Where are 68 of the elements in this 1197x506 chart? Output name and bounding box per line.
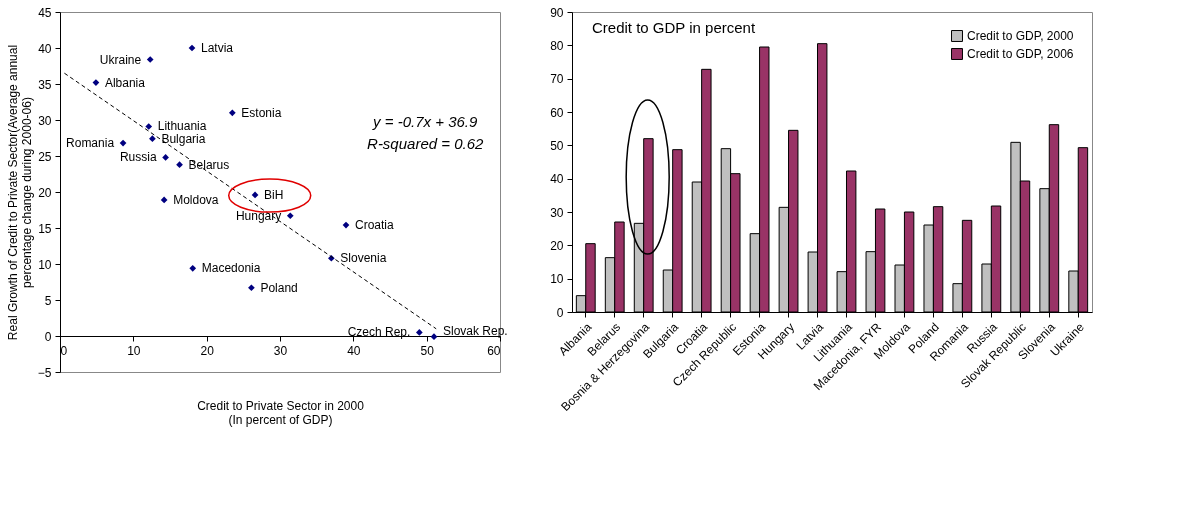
point	[188, 44, 196, 52]
point	[149, 135, 156, 143]
y-tick-label: 90	[550, 5, 564, 20]
point	[162, 154, 169, 161]
point	[119, 139, 127, 147]
y-tick-label: 5	[44, 293, 52, 308]
annotation: Ukraine	[99, 52, 142, 67]
x-tick-label: 20	[200, 343, 215, 358]
y-tick-label: 15	[38, 221, 52, 236]
annotation: Macedonia	[201, 261, 261, 276]
point	[251, 191, 259, 199]
annotation: BiH	[264, 187, 284, 202]
point	[248, 284, 255, 292]
x-tick-label: 30	[273, 343, 288, 358]
annotation: Albania	[104, 75, 146, 90]
legend-label: Credit to GDP, 2000	[967, 29, 1074, 43]
annotation: Czech Rep.	[347, 325, 411, 340]
annotation: Estonia	[241, 105, 282, 120]
y-tick-label: 70	[550, 72, 564, 87]
y-tick-label: 80	[550, 38, 564, 53]
annotation: Slovak Rep.	[443, 323, 508, 338]
annotation: Moldova	[173, 192, 219, 207]
y-tick-label: 45	[38, 5, 52, 20]
point	[342, 221, 350, 229]
annotation: Romania	[66, 136, 115, 151]
point	[286, 212, 294, 220]
annotation: Hungary	[235, 208, 282, 223]
annotation: R-squared = 0.62	[367, 134, 485, 152]
y-tick-label: 0	[556, 305, 564, 320]
point	[189, 264, 197, 272]
annotation: Belarus	[188, 157, 230, 172]
annotation: Lithuania	[157, 119, 207, 134]
point	[228, 109, 236, 117]
legend-label: Credit to GDP, 2006	[967, 47, 1074, 61]
y-tick-label: 40	[38, 41, 52, 56]
y-tick-label: 40	[550, 172, 564, 187]
point	[415, 329, 423, 336]
x-tick-label: 50	[420, 343, 435, 358]
x-tick-label: 40	[347, 343, 361, 358]
point	[146, 56, 154, 63]
y-tick-label: 60	[550, 105, 564, 120]
y-tick-label: 25	[38, 149, 52, 164]
x-axis-title: Credit to Private Sector in 2000 (In percent of GDP)	[197, 398, 365, 427]
point	[176, 161, 183, 168]
y-tick-label: 20	[550, 238, 564, 253]
point	[430, 333, 438, 341]
annotation: y = -0.7x + 36.9	[372, 112, 478, 130]
y-axis-title: Real Growth of Credit to Private Sector(Average annual percentage change during 2000-06)	[5, 44, 34, 341]
y-tick-label: 50	[550, 138, 564, 153]
y-tick-label: 35	[38, 77, 52, 92]
y-tick-label: 20	[38, 185, 52, 200]
annotation: Bulgaria	[161, 131, 206, 146]
text: Credit to GDP in percent	[592, 19, 756, 36]
y-tick-label: 30	[38, 113, 52, 128]
y-tick-label: 30	[550, 205, 564, 220]
x-tick-label: 60	[487, 343, 501, 358]
annotation: Croatia	[355, 218, 395, 233]
annotation: Russia	[119, 150, 157, 165]
y-tick-label: 10	[550, 272, 564, 287]
x-tick-label: 0	[60, 343, 68, 358]
point	[160, 196, 168, 204]
annotation: Slovenia	[340, 251, 387, 266]
y-tick-label: −5	[37, 365, 52, 380]
annotation: Latvia	[201, 41, 234, 55]
y-tick-label: 10	[38, 257, 52, 272]
x-tick-label: 10	[127, 343, 141, 358]
point	[145, 123, 153, 130]
annotation: Poland	[260, 280, 298, 295]
